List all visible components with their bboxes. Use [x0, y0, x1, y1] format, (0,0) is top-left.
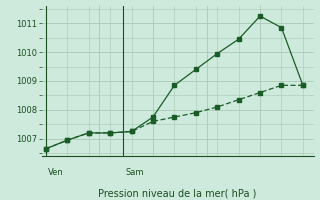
Text: Sam: Sam — [125, 168, 144, 177]
Text: Pression niveau de la mer( hPa ): Pression niveau de la mer( hPa ) — [99, 189, 257, 199]
Text: Ven: Ven — [48, 168, 64, 177]
